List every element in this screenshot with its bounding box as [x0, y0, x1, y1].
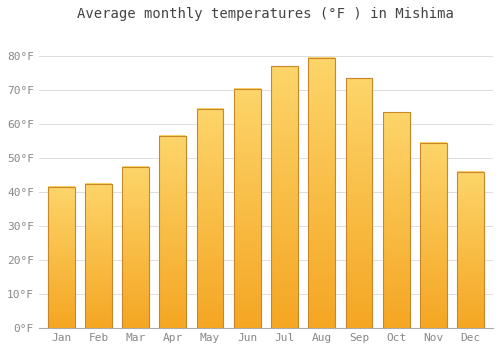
- Title: Average monthly temperatures (°F ) in Mishima: Average monthly temperatures (°F ) in Mi…: [78, 7, 454, 21]
